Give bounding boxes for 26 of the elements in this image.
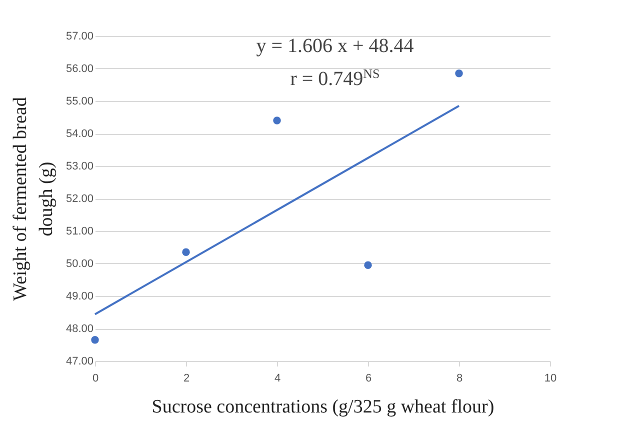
- y-tick-label: 48.00: [66, 323, 94, 335]
- y-tick-label: 51.00: [66, 226, 94, 238]
- y-axis-title: Weight of fermented bread dough (g): [10, 96, 57, 301]
- y-tick-label: 56.00: [66, 63, 94, 75]
- annotation: r = 0.749$^{NS}$: [290, 66, 380, 90]
- y-tick-label: 49.00: [66, 290, 94, 302]
- x-tick-label: 2: [183, 372, 190, 384]
- point: [182, 248, 190, 256]
- x-tick-label: 0: [92, 372, 99, 384]
- point: [364, 261, 372, 269]
- x-tick-label: 6: [365, 372, 372, 384]
- y-tick-label: 53.00: [66, 160, 94, 172]
- x-tick-label: 8: [456, 372, 463, 384]
- y-tick-label: 50.00: [66, 258, 94, 270]
- point: [273, 116, 281, 124]
- y-tick-label: 47.00: [66, 356, 94, 368]
- y-tick-label: 55.00: [66, 96, 94, 108]
- annotation: y = 1.606 x + 48.44: [256, 35, 414, 57]
- point: [91, 336, 99, 344]
- x-tick-label: 10: [544, 372, 557, 384]
- y-tick-label: 54.00: [66, 128, 94, 140]
- y-tick-label: 52.00: [66, 193, 94, 205]
- point: [455, 70, 463, 78]
- x-axis-title: Sucrose concentrations (g/325 g wheat flour): [152, 396, 494, 418]
- y-tick-label: 57.00: [66, 30, 94, 42]
- x-tick-label: 4: [274, 372, 281, 384]
